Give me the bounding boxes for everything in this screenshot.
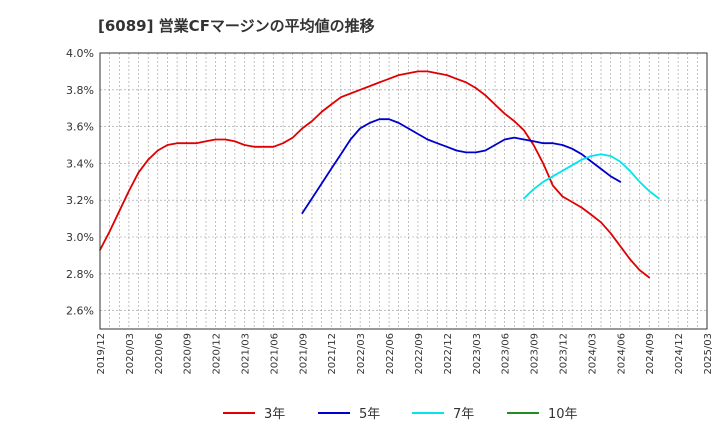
x-tick-label: 2020/06 — [154, 333, 165, 375]
x-tick-label: 2023/06 — [501, 333, 512, 375]
x-tick-label: 2025/03 — [703, 333, 714, 375]
plot-frame — [99, 52, 708, 330]
x-tick-label: 2022/12 — [443, 333, 454, 375]
y-tick-label: 2.6% — [66, 305, 94, 318]
x-tick-label: 2023/09 — [530, 333, 541, 375]
y-tick-label: 3.4% — [66, 157, 94, 170]
series-lines — [99, 70, 660, 279]
x-tick-label: 2021/03 — [241, 333, 252, 375]
chart-title: [6089] 営業CFマージンの平均値の推移 — [98, 17, 375, 35]
x-tick-label: 2020/09 — [183, 333, 194, 375]
series-line — [99, 70, 651, 279]
y-tick-label: 4.0% — [66, 47, 94, 60]
x-tick-label: 2020/12 — [212, 333, 223, 375]
x-tick-label: 2024/03 — [587, 333, 598, 375]
legend-label: 3年 — [264, 407, 285, 422]
x-tick-label: 2021/12 — [327, 333, 338, 375]
x-tick-label: 2022/06 — [385, 333, 396, 375]
x-tick-label: 2021/09 — [298, 333, 309, 375]
plot-area — [100, 53, 707, 329]
legend: 3年 5年 7年 10年 — [223, 407, 578, 422]
legend-label: 7年 — [453, 407, 474, 422]
grid-lines — [100, 52, 707, 329]
y-tick-label: 3.8% — [66, 84, 94, 97]
x-tick-label: 2020/03 — [125, 333, 136, 375]
series-line — [523, 153, 660, 200]
x-tick-label: 2019/12 — [96, 333, 107, 375]
series-line — [301, 118, 622, 214]
y-tick-label: 2.8% — [66, 268, 94, 281]
x-tick-label: 2022/09 — [414, 333, 425, 375]
y-axis-ticks: 2.6% 2.8% 3.0% 3.2% 3.4% 3.6% 3.8% 4.0% — [66, 47, 94, 318]
x-tick-label: 2024/06 — [616, 333, 627, 375]
legend-label: 10年 — [548, 407, 578, 422]
x-tick-label: 2023/03 — [472, 333, 483, 375]
legend-label: 5年 — [359, 407, 380, 422]
x-axis-ticks: 2019/12 2020/03 2020/06 2020/09 2020/12 2021/… — [96, 333, 714, 375]
x-tick-label: 2024/09 — [645, 333, 656, 375]
y-tick-label: 3.6% — [66, 121, 94, 134]
x-tick-label: 2022/03 — [356, 333, 367, 375]
x-tick-label: 2021/06 — [269, 333, 280, 375]
x-tick-label: 2024/12 — [674, 333, 685, 375]
y-tick-label: 3.2% — [66, 194, 94, 207]
x-tick-label: 2023/12 — [558, 333, 569, 375]
y-tick-label: 3.0% — [66, 231, 94, 244]
